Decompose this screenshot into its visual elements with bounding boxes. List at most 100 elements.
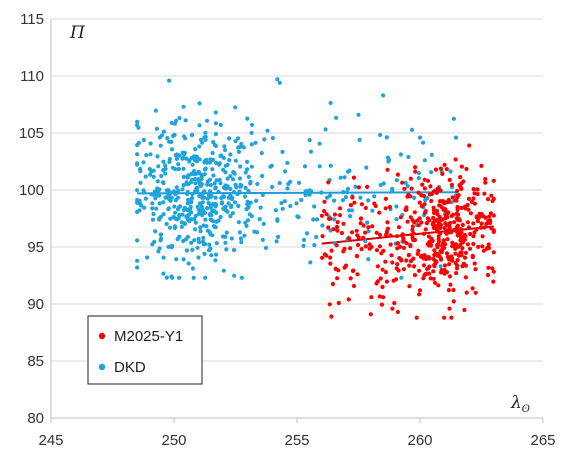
- dkd-point: [186, 261, 191, 266]
- dkd-point: [154, 126, 159, 131]
- dkd-point: [181, 155, 186, 160]
- m2025-y1-point: [472, 261, 477, 266]
- m2025-y1-point: [327, 302, 332, 307]
- legend: M2025-Y1 DKD: [87, 315, 203, 385]
- m2025-y1-point: [337, 213, 343, 218]
- m2025-y1-point: [394, 266, 399, 271]
- dkd-point: [341, 190, 346, 195]
- m2025-y1-point: [431, 189, 436, 194]
- m2025-y1-point: [446, 288, 451, 293]
- m2025-y1-point: [396, 225, 402, 230]
- m2025-y1-point: [361, 235, 366, 240]
- m2025-y1-point: [395, 241, 401, 246]
- dkd-point: [167, 78, 172, 83]
- dkd-point: [209, 253, 214, 258]
- dkd-point: [244, 223, 249, 228]
- m2025-y1-point: [375, 279, 380, 284]
- m2025-y1-point: [425, 242, 430, 247]
- dkd-point: [174, 257, 179, 262]
- m2025-y1-point: [431, 215, 436, 220]
- m2025-y1-point: [447, 262, 452, 267]
- m2025-y1-point: [395, 309, 400, 315]
- dkd-point: [346, 208, 352, 213]
- m2025-y1-point: [335, 276, 340, 281]
- dkd-point: [231, 170, 236, 175]
- m2025-y1-point: [479, 221, 484, 226]
- dkd-point: [161, 212, 166, 217]
- dkd-point: [308, 260, 313, 265]
- dkd-point: [161, 181, 166, 186]
- m2025-y1-point: [447, 221, 453, 226]
- m2025-y1-point: [426, 234, 431, 239]
- dkd-point: [143, 196, 148, 201]
- dkd-point: [163, 163, 168, 168]
- dkd-point: [177, 115, 182, 121]
- dkd-point: [228, 214, 233, 219]
- m2025-y1-point: [483, 176, 488, 182]
- dkd-point: [338, 175, 343, 180]
- m2025-y1-point: [405, 219, 410, 224]
- dkd-point: [225, 176, 230, 181]
- dkd-point: [183, 136, 188, 141]
- dkd-point: [220, 234, 226, 239]
- dkd-point: [203, 134, 208, 139]
- dkd-point: [173, 198, 178, 203]
- dkd-point: [323, 127, 328, 132]
- m2025-y1-point: [329, 314, 334, 319]
- dkd-point: [314, 217, 320, 222]
- dkd-point: [148, 152, 153, 157]
- dkd-point: [161, 168, 166, 173]
- m2025-y1-point: [444, 270, 449, 275]
- dkd-point: [211, 219, 216, 224]
- dkd-point: [299, 197, 304, 203]
- m2025-y1-point: [463, 275, 468, 280]
- dkd-point: [193, 213, 198, 218]
- dkd-point: [345, 190, 350, 195]
- dkd-point: [135, 152, 140, 157]
- dkd-point: [238, 164, 243, 169]
- m2025-y1-point: [378, 276, 383, 281]
- m2025-y1-point: [470, 286, 475, 291]
- m2025-y1-point: [413, 169, 418, 174]
- dkd-point: [202, 195, 207, 200]
- dkd-point: [364, 165, 369, 170]
- m2025-y1-point: [485, 197, 491, 202]
- dkd-point: [258, 205, 263, 210]
- dkd-point: [212, 209, 217, 214]
- dkd-point: [324, 195, 330, 200]
- dkd-point: [203, 137, 208, 142]
- dkd-point: [177, 275, 182, 280]
- dkd-point: [390, 188, 395, 193]
- dkd-point: [308, 149, 314, 154]
- m2025-y1-point: [488, 211, 493, 216]
- trendlines: [137, 191, 494, 245]
- m2025-y1-point: [411, 264, 417, 269]
- dkd-point: [174, 152, 180, 157]
- dkd-point: [294, 201, 299, 206]
- m2025-y1-point: [451, 212, 456, 217]
- m2025-y1-point: [471, 241, 476, 247]
- m2025-y1-trendline: [321, 225, 494, 245]
- dkd-point: [168, 216, 173, 221]
- m2025-y1-point: [489, 193, 494, 198]
- dkd-point: [276, 234, 281, 239]
- dkd-point: [406, 154, 411, 160]
- dkd-point: [189, 133, 195, 138]
- m2025-y1-point: [401, 245, 406, 250]
- m2025-y1-point: [322, 252, 327, 257]
- y-tick-label: 110: [20, 68, 44, 85]
- dkd-point: [334, 115, 339, 120]
- m2025-y1-point: [326, 180, 331, 185]
- m2025-y1-point: [410, 227, 415, 233]
- m2025-y1-point: [404, 205, 409, 210]
- m2025-y1-point: [470, 255, 475, 260]
- m2025-y1-point: [491, 196, 496, 201]
- dkd-point: [260, 237, 265, 242]
- m2025-y1-point: [408, 215, 413, 220]
- dkd-point: [328, 100, 333, 106]
- m2025-y1-point: [471, 187, 476, 192]
- m2025-y1-point: [449, 315, 454, 320]
- dkd-point: [394, 204, 399, 209]
- m2025-y1-point: [394, 234, 400, 239]
- dkd-point: [181, 238, 186, 244]
